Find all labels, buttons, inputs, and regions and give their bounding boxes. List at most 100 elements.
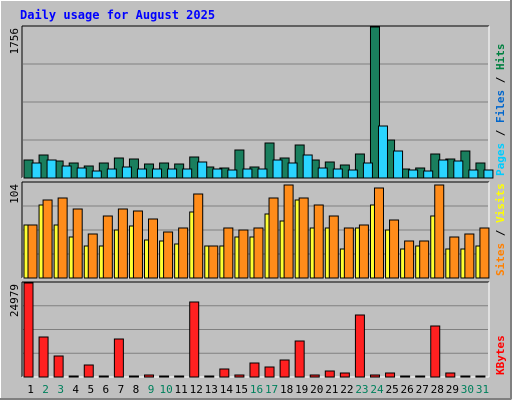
legend-separator: /	[494, 123, 507, 143]
bar-hits-day-24	[369, 26, 380, 179]
x-tick-label: 29	[446, 383, 459, 396]
bar-kbytes-day-7	[113, 338, 124, 378]
bar-kbytes-day-24	[369, 374, 380, 378]
legend-entry: Sites	[494, 243, 507, 276]
bar-sites-day-18	[283, 184, 294, 279]
bar-pages-day-3	[61, 165, 72, 179]
x-tick-label: 8	[133, 383, 140, 396]
bar-kbytes-day-10	[159, 375, 170, 378]
bar-pages-day-28	[438, 159, 449, 179]
bar-hits-day-15	[234, 149, 245, 179]
bar-pages-day-13	[212, 168, 223, 179]
chart-title: Daily usage for August 2025	[20, 8, 215, 22]
legend: Pages / Files / Hits	[494, 44, 507, 177]
bar-kbytes-day-27	[415, 375, 426, 378]
bar-kbytes-day-4	[68, 375, 79, 378]
x-tick-label: 14	[220, 383, 234, 396]
x-tick-label: 16	[250, 383, 263, 396]
bar-sites-day-27	[419, 240, 430, 279]
bar-sites-day-22	[343, 227, 354, 279]
bar-pages-day-30	[468, 169, 479, 179]
x-tick-label: 18	[280, 383, 293, 396]
x-tick-label: 23	[355, 383, 368, 396]
legend-entry: KBytes	[494, 335, 507, 375]
bar-sites-day-21	[328, 215, 339, 279]
x-tick-label: 28	[431, 383, 444, 396]
x-tick-label: 22	[340, 383, 353, 396]
bar-kbytes-day-30	[460, 375, 471, 378]
bar-kbytes-day-25	[385, 372, 396, 378]
bar-sites-day-14	[223, 227, 234, 279]
legend: Sites / Visits	[494, 183, 507, 276]
bar-kbytes-day-26	[400, 375, 411, 378]
bar-sites-day-17	[268, 197, 279, 279]
bar-pages-day-14	[227, 169, 238, 179]
bar-pages-day-26	[408, 169, 419, 179]
bar-pages-day-15	[242, 168, 253, 179]
legend-separator: /	[494, 223, 507, 243]
x-tick-label: 6	[103, 383, 110, 396]
bar-kbytes-day-2	[38, 336, 49, 378]
panel-2: 104 Sites / Visits	[8, 181, 507, 279]
legend-entry: Files	[494, 90, 507, 123]
x-tick-label: 1	[27, 383, 34, 396]
bar-sites-day-6	[102, 215, 113, 279]
bar-sites-day-10	[163, 231, 174, 279]
bar-sites-day-11	[178, 227, 189, 279]
x-tick-label: 26	[401, 383, 414, 396]
panel-3: 24979 KBytes	[8, 281, 507, 378]
x-tick-label: 9	[148, 383, 155, 396]
y-max-label: 24979	[8, 284, 21, 317]
bar-kbytes-day-16	[249, 362, 260, 378]
x-tick-label: 31	[476, 383, 489, 396]
bar-kbytes-day-9	[144, 374, 155, 378]
bar-kbytes-day-28	[430, 325, 441, 378]
bar-pages-day-17	[272, 159, 283, 179]
bar-pages-day-19	[302, 154, 313, 179]
bar-pages-day-18	[287, 162, 298, 179]
x-tick-label: 30	[461, 383, 474, 396]
bar-sites-day-24	[373, 187, 384, 279]
x-tick-label: 10	[159, 383, 172, 396]
bar-pages-day-21	[332, 168, 343, 179]
bar-kbytes-day-3	[53, 355, 64, 378]
x-tick-label: 17	[265, 383, 278, 396]
x-tick-label: 13	[205, 383, 218, 396]
bar-pages-day-6	[106, 168, 117, 179]
panel-1: 1756 Pages / Files / Hits	[8, 25, 507, 179]
bar-kbytes-day-6	[98, 375, 109, 378]
bar-pages-day-20	[317, 167, 328, 179]
bar-kbytes-day-14	[219, 368, 230, 378]
x-tick-label: 27	[416, 383, 429, 396]
legend-entry: Hits	[494, 44, 507, 71]
bar-pages-day-23	[362, 162, 373, 179]
x-tick-label: 11	[175, 383, 188, 396]
chart-panels: 1756 Pages / Files / Hits 104 Sites / Visit…	[8, 25, 507, 378]
bar-pages-day-31	[483, 169, 494, 179]
x-tick-label: 21	[325, 383, 338, 396]
bar-pages-day-12	[197, 161, 208, 179]
bar-kbytes-day-15	[234, 374, 245, 378]
y-max-label: 104	[8, 184, 21, 204]
bar-sites-day-15	[238, 229, 249, 279]
bar-pages-day-27	[423, 170, 434, 179]
bar-sites-day-19	[298, 197, 309, 279]
x-tick-label: 20	[310, 383, 323, 396]
bar-kbytes-day-8	[128, 375, 139, 378]
legend-entry: Visits	[494, 183, 507, 223]
x-tick-label: 24	[370, 383, 384, 396]
bar-sites-day-26	[404, 240, 415, 279]
x-axis-labels: 1 2 3 4 5 6 7 8 9 10 11 12 13 14 15 16 17 18 19 20 21 22 23 24 2…	[27, 383, 489, 396]
bar-pages-day-24	[377, 125, 388, 179]
bar-kbytes-day-13	[204, 375, 215, 378]
bar-pages-day-11	[182, 168, 193, 179]
bar-sites-day-16	[253, 227, 264, 279]
bar-kbytes-day-1	[23, 282, 34, 378]
bar-pages-day-4	[76, 167, 87, 179]
legend: KBytes	[494, 335, 507, 375]
bar-sites-day-7	[117, 208, 128, 279]
bar-sites-day-28	[434, 184, 445, 279]
x-tick-label: 4	[72, 383, 79, 396]
bar-pages-day-22	[347, 169, 358, 179]
bar-kbytes-day-22	[339, 372, 350, 378]
